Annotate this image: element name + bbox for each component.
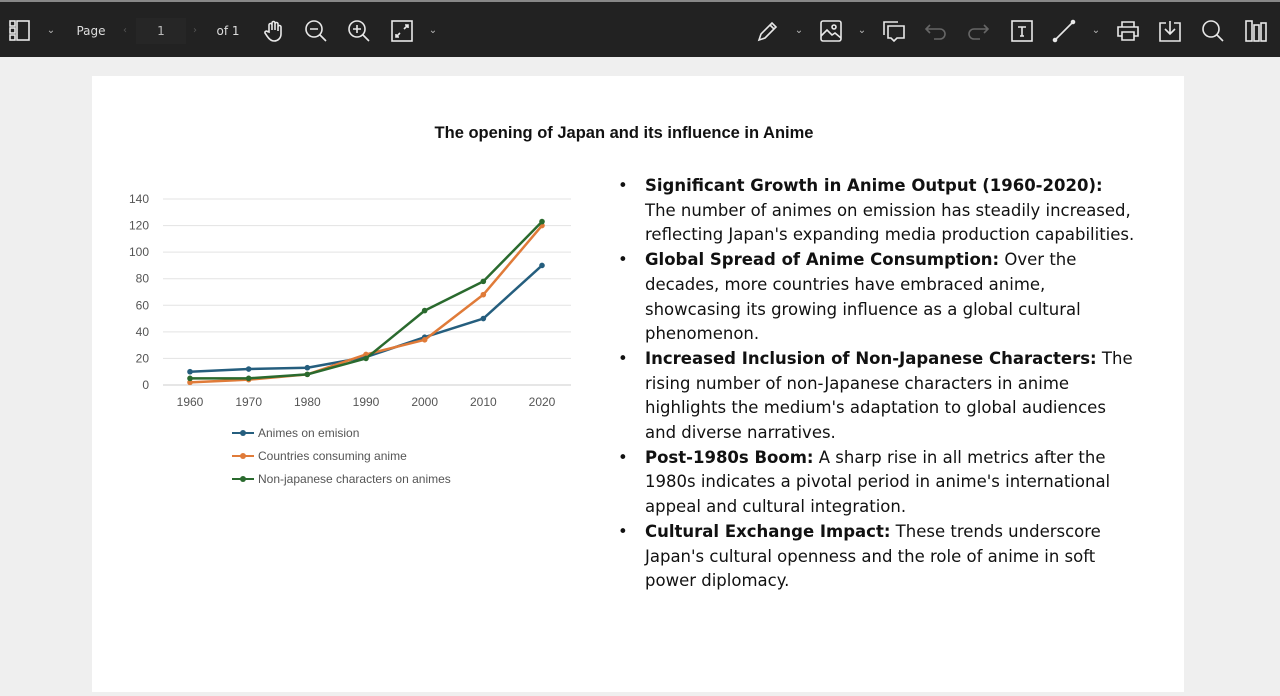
legend-item: Non-japanese characters on animes	[232, 467, 451, 490]
zoom-out-icon[interactable]	[302, 2, 330, 59]
x-tick-label: 1980	[294, 395, 321, 409]
y-tick-label: 80	[136, 272, 150, 286]
download-icon[interactable]	[1156, 2, 1184, 59]
search-icon[interactable]	[1199, 2, 1227, 59]
x-tick-label: 1960	[177, 395, 204, 409]
undo-icon[interactable]	[922, 2, 950, 59]
chart-legend: Animes on emision Countries consuming ani…	[232, 421, 451, 490]
line-icon[interactable]	[1050, 2, 1078, 59]
legend-label: Non-japanese characters on animes	[258, 471, 451, 486]
bullet-text: The rising number of non-Japanese charac…	[645, 348, 1133, 443]
data-point	[363, 355, 369, 362]
page-total: of 1	[216, 23, 240, 38]
image-dropdown-chevron-icon[interactable]: ⌄	[857, 25, 867, 36]
y-tick-label: 100	[129, 245, 149, 259]
legend-label: Animes on emision	[258, 425, 360, 440]
x-tick-label: 1990	[353, 395, 380, 409]
legend-item: Animes on emision	[232, 421, 451, 444]
bullet-item: Increased Inclusion of Non-Japanese Char…	[618, 347, 1138, 446]
next-page-icon[interactable]: ›	[193, 25, 197, 36]
fit-page-icon[interactable]	[388, 2, 416, 59]
bullet-text: The number of animes on emission has ste…	[645, 200, 1135, 245]
data-point	[245, 366, 252, 372]
y-tick-label: 20	[136, 351, 150, 365]
toolbar: ⌄ Page ‹ 1 › of 1 ⌄ ⌄ ⌄ ⌄	[0, 0, 1280, 57]
data-point	[539, 262, 545, 269]
document-title: The opening of Japan and its influence i…	[434, 124, 814, 142]
data-point	[480, 291, 487, 298]
data-point	[539, 218, 545, 225]
bullet-text: A sharp rise in all metrics after the 19…	[645, 447, 1111, 517]
data-point	[304, 364, 311, 371]
draw-dropdown-chevron-icon[interactable]: ⌄	[794, 25, 804, 36]
comment-icon[interactable]	[880, 2, 908, 59]
data-point	[245, 375, 252, 382]
page-label: Page	[76, 23, 106, 38]
data-point	[187, 379, 193, 386]
bullet-text: These trends underscore Japan's cultural…	[645, 521, 1101, 591]
y-tick-label: 120	[129, 219, 149, 233]
y-tick-label: 60	[136, 298, 150, 312]
data-point	[187, 375, 193, 382]
data-point	[304, 371, 311, 378]
x-tick-label: 1970	[235, 395, 262, 409]
bullet-item: Post-1980s Boom: A sharp rise in all met…	[618, 446, 1138, 520]
legend-swatch	[232, 429, 254, 436]
bullet-text: Over the decades, more countries have em…	[645, 250, 1081, 344]
legend-item: Countries consuming anime	[232, 444, 451, 467]
pdf-page: The opening of Japan and its influence i…	[92, 76, 1184, 692]
bullet-heading: Post-1980s Boom:	[645, 447, 814, 467]
text-box-icon[interactable]	[1008, 2, 1036, 59]
data-point	[480, 315, 487, 322]
bullet-item: Cultural Exchange Impact: These trends u…	[618, 520, 1138, 594]
line-dropdown-chevron-icon[interactable]: ⌄	[1091, 25, 1101, 36]
x-tick-label: 2010	[470, 395, 497, 409]
sidebar-toggle-icon[interactable]	[6, 2, 34, 59]
draw-pen-icon[interactable]	[754, 2, 782, 59]
bookmarks-icon[interactable]	[1242, 2, 1270, 59]
data-point	[421, 307, 428, 314]
bullet-heading: Significant Growth in Anime Output (1960…	[645, 176, 1103, 195]
y-tick-label: 0	[142, 378, 149, 392]
bullet-heading: Increased Inclusion of Non-Japanese Char…	[645, 348, 1097, 368]
line-chart: 0 20 40 60 80 100 120 140 1960 1970 1980 1990 2000 20…	[129, 192, 571, 409]
y-tick-label: 140	[129, 192, 149, 206]
bullet-heading: Global Spread of Anime Consumption:	[645, 250, 1000, 270]
zoom-dropdown-chevron-icon[interactable]: ⌄	[428, 25, 438, 36]
image-icon[interactable]	[817, 2, 845, 59]
page-number-input[interactable]: 1	[136, 17, 186, 44]
sidebar-dropdown-chevron-icon[interactable]: ⌄	[46, 25, 56, 36]
data-point	[480, 278, 487, 285]
x-tick-label: 2020	[529, 395, 556, 409]
bullet-list: Significant Growth in Anime Output (1960…	[618, 174, 1138, 594]
y-tick-label: 40	[136, 325, 150, 339]
legend-swatch	[232, 475, 254, 482]
legend-swatch	[232, 452, 254, 459]
data-point	[421, 337, 428, 343]
bullet-item: Global Spread of Anime Consumption: Over…	[618, 248, 1138, 347]
zoom-in-icon[interactable]	[345, 2, 373, 59]
print-icon[interactable]	[1114, 2, 1142, 59]
x-tick-label: 2000	[411, 395, 438, 409]
bullet-item: Significant Growth in Anime Output (1960…	[618, 174, 1138, 248]
prev-page-icon[interactable]: ‹	[123, 25, 127, 36]
hand-pan-icon[interactable]	[260, 2, 288, 59]
bullet-heading: Cultural Exchange Impact:	[645, 521, 891, 541]
data-point	[187, 368, 193, 375]
legend-label: Countries consuming anime	[258, 448, 407, 463]
redo-icon[interactable]	[964, 2, 992, 59]
